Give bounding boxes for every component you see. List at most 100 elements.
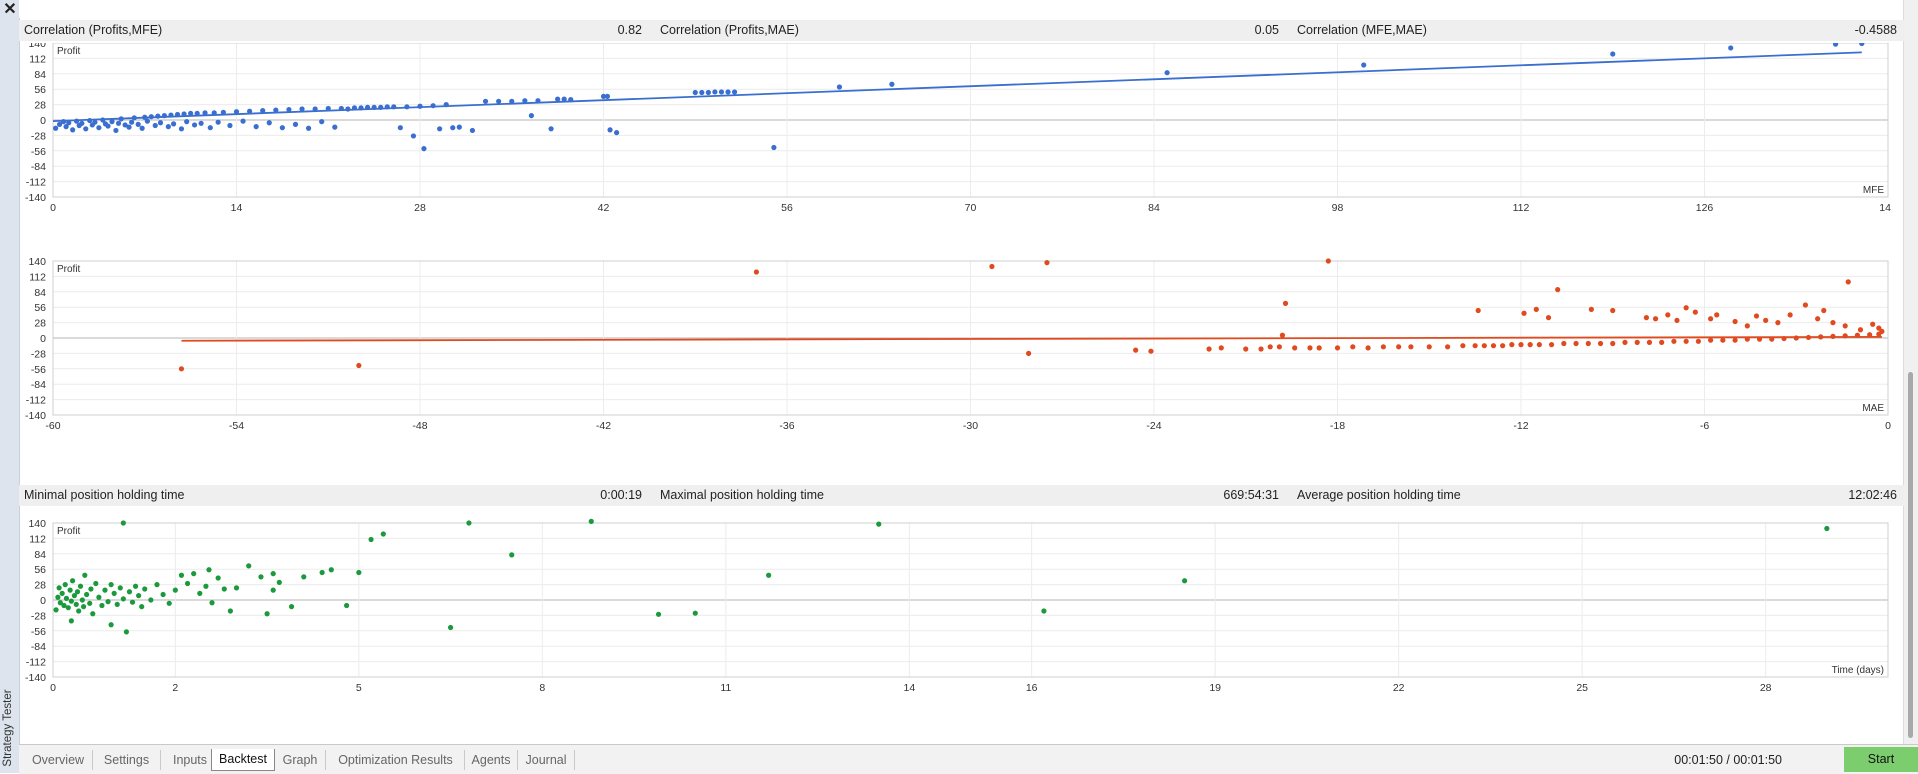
data-point [607, 127, 613, 133]
data-point [247, 108, 253, 114]
data-point [509, 98, 515, 104]
y-axis-label: Profit [57, 46, 81, 57]
data-point [99, 602, 105, 609]
data-point [397, 125, 403, 131]
data-point [197, 590, 203, 596]
data-point [312, 106, 318, 112]
data-point [198, 120, 204, 126]
y-tick-label: -28 [31, 610, 46, 622]
start-button[interactable]: Start [1844, 747, 1918, 772]
data-point [614, 130, 620, 136]
tab-graph[interactable]: Graph [275, 750, 326, 770]
data-point [80, 604, 87, 610]
holding-time-value: 12:02:46 [1848, 488, 1897, 502]
x-axis-label: MFE [1863, 185, 1884, 196]
data-point [102, 587, 108, 593]
data-point [1695, 338, 1701, 344]
data-point [482, 98, 489, 104]
y-tick-label: -84 [31, 641, 46, 653]
data-point [600, 93, 607, 99]
data-point [221, 586, 227, 592]
data-point [96, 125, 102, 131]
tab-agents[interactable]: Agents [465, 750, 518, 770]
y-tick-label: 28 [34, 580, 46, 592]
data-point [165, 124, 171, 130]
y-tick-label: 140 [28, 518, 46, 530]
data-point [344, 602, 350, 609]
data-point [1536, 342, 1542, 348]
x-tick-label: -30 [963, 420, 978, 432]
data-point [73, 118, 80, 124]
x-tick-label: 42 [598, 202, 610, 214]
data-point [122, 122, 128, 128]
data-point [260, 108, 266, 114]
plot-frame [52, 260, 1889, 416]
data-point [1744, 336, 1750, 342]
x-tick-label: 0 [50, 682, 56, 694]
tab-backtest[interactable]: Backtest [211, 749, 275, 771]
data-point [338, 105, 344, 112]
data-point [56, 121, 63, 127]
data-point [292, 121, 299, 127]
y-tick-label: -56 [31, 364, 46, 376]
data-point [836, 84, 843, 90]
y-tick-label: -28 [31, 130, 46, 142]
data-point [60, 119, 67, 125]
data-point [356, 569, 362, 576]
data-point [1867, 332, 1873, 338]
data-point [1490, 343, 1497, 349]
data-point [1307, 345, 1313, 351]
scatter-points [178, 258, 1885, 372]
data-point [276, 579, 282, 585]
data-point [273, 107, 279, 113]
close-icon[interactable]: ✕ [3, 1, 17, 18]
data-point [84, 591, 90, 598]
data-point [100, 117, 106, 123]
data-point [299, 106, 305, 112]
scatter-points [53, 518, 1830, 635]
y-tick-label: -84 [31, 379, 46, 391]
data-point [83, 126, 89, 132]
x-tick-label: 5 [356, 682, 362, 694]
scrollbar-thumb[interactable] [1908, 372, 1913, 738]
data-point [1665, 312, 1671, 318]
data-point [1763, 317, 1769, 323]
y-tick-label: 28 [34, 100, 46, 112]
y-tick-label: 28 [34, 318, 46, 330]
vertical-scrollbar[interactable] [1903, 0, 1918, 744]
x-tick-label: 8 [539, 682, 545, 694]
x-tick-label: -42 [596, 420, 611, 432]
data-point [1610, 340, 1616, 347]
data-point [712, 89, 718, 95]
data-point [1756, 336, 1763, 342]
tab-journal[interactable]: Journal [518, 750, 575, 770]
tab-optimization-results[interactable]: Optimization Results [327, 750, 465, 770]
data-point [1588, 306, 1594, 312]
data-point [364, 104, 371, 110]
data-point [1805, 334, 1812, 341]
data-point [1325, 258, 1331, 264]
data-point [496, 98, 502, 104]
data-point [220, 109, 226, 115]
data-point [142, 114, 148, 120]
y-tick-label: -56 [31, 626, 46, 638]
data-point [1475, 307, 1481, 314]
data-point [258, 574, 264, 580]
tab-overview[interactable]: Overview [24, 750, 93, 770]
data-point [92, 119, 98, 125]
x-tick-label: 2 [172, 682, 178, 694]
data-point [753, 269, 760, 275]
data-point [1426, 344, 1432, 350]
data-point [1824, 525, 1830, 532]
data-point [1842, 323, 1848, 329]
data-point [61, 602, 67, 609]
x-tick-label: 84 [1148, 202, 1160, 214]
data-point [129, 119, 135, 125]
data-point [391, 104, 397, 110]
tab-settings[interactable]: Settings [93, 750, 161, 770]
y-tick-label: -28 [31, 348, 46, 360]
data-point [178, 572, 185, 578]
x-tick-label: 28 [414, 202, 426, 214]
